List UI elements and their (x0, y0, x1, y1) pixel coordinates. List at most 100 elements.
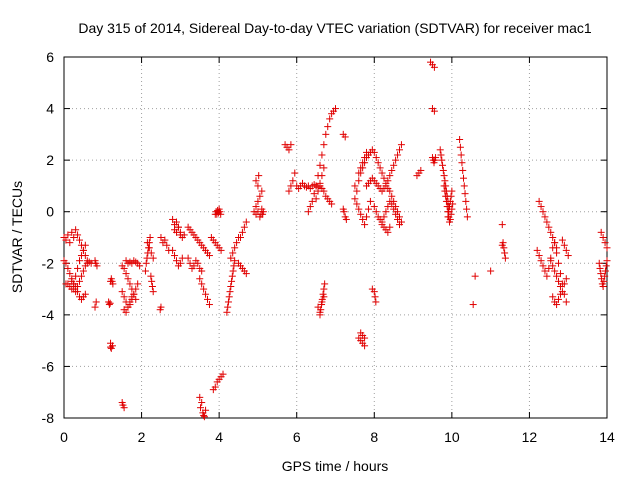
data-point (430, 63, 438, 71)
data-point (172, 218, 180, 226)
data-point (445, 208, 453, 216)
data-point (254, 182, 262, 190)
data-point (380, 213, 388, 221)
data-point (353, 200, 361, 208)
data-point (259, 208, 267, 216)
data-point (359, 215, 367, 223)
data-point (79, 246, 87, 254)
data-point (126, 298, 134, 306)
data-point (384, 203, 392, 211)
data-point (72, 226, 80, 234)
data-point (382, 208, 390, 216)
data-point (351, 182, 359, 190)
data-point (556, 282, 564, 290)
data-point (372, 208, 380, 216)
data-point (533, 246, 541, 254)
data-point (599, 234, 607, 241)
x-tick-label: 12 (522, 429, 538, 445)
data-point (226, 288, 234, 296)
data-point (562, 275, 570, 283)
data-point (603, 257, 611, 265)
data-point (217, 246, 225, 254)
data-point (242, 218, 250, 226)
data-point (386, 172, 394, 180)
data-point (370, 288, 378, 296)
data-point (72, 282, 80, 290)
data-point (93, 262, 101, 270)
data-point (124, 303, 132, 311)
data-point (438, 156, 446, 164)
data-point (458, 159, 466, 167)
data-point (242, 270, 250, 278)
data-point (595, 259, 603, 267)
data-point (231, 244, 239, 252)
data-point (227, 282, 235, 290)
data-point (351, 195, 359, 203)
data-point (306, 203, 314, 211)
data-point (394, 215, 402, 223)
data-point (120, 264, 128, 272)
data-point (342, 215, 350, 223)
data-point (437, 151, 445, 159)
data-point (85, 258, 93, 266)
data-point (76, 277, 84, 285)
data-point (394, 151, 402, 159)
x-tick-label: 6 (293, 429, 301, 445)
data-point (376, 164, 384, 172)
data-point (194, 259, 202, 267)
data-point (456, 136, 464, 144)
data-point (148, 277, 156, 285)
data-point (537, 257, 545, 265)
data-point (320, 293, 328, 301)
x-axis-label: GPS time / hours (282, 458, 389, 474)
data-point (446, 203, 454, 211)
data-point (556, 290, 564, 298)
data-point (205, 301, 213, 309)
data-point (543, 218, 551, 226)
data-point (539, 208, 547, 216)
x-tick-label: 2 (138, 429, 146, 445)
data-point (198, 267, 206, 275)
y-tick-label: -2 (42, 255, 55, 271)
data-point (328, 200, 336, 208)
data-point (252, 177, 260, 185)
data-point (456, 143, 464, 151)
data-point (174, 223, 182, 231)
data-point (124, 275, 132, 283)
data-point (326, 115, 334, 123)
data-point (501, 249, 509, 257)
data-point (316, 179, 324, 187)
data-point (553, 301, 561, 309)
data-point (551, 267, 559, 275)
data-point (537, 203, 545, 211)
data-point (440, 172, 448, 180)
data-point (289, 177, 297, 185)
data-point (149, 254, 157, 262)
data-point (76, 236, 84, 244)
data-point (198, 280, 206, 288)
data-point (556, 270, 564, 278)
data-point (70, 234, 78, 241)
data-point (219, 370, 227, 378)
y-tick-label: -6 (42, 358, 55, 374)
data-point (145, 244, 153, 252)
data-point (539, 262, 547, 270)
data-point (320, 164, 328, 172)
data-point (172, 257, 180, 265)
data-point (441, 177, 449, 185)
data-point (120, 293, 128, 301)
data-point (463, 213, 471, 221)
data-point (147, 249, 155, 257)
data-point (146, 234, 154, 241)
data-point (228, 272, 236, 280)
data-point (169, 215, 177, 223)
data-point (355, 169, 363, 177)
data-point (357, 210, 365, 218)
data-point (498, 241, 506, 249)
y-tick-label: -4 (42, 307, 55, 323)
data-point (254, 197, 262, 205)
data-point (487, 267, 495, 275)
data-point (355, 177, 363, 185)
data-point (320, 285, 328, 293)
data-point (287, 141, 295, 149)
